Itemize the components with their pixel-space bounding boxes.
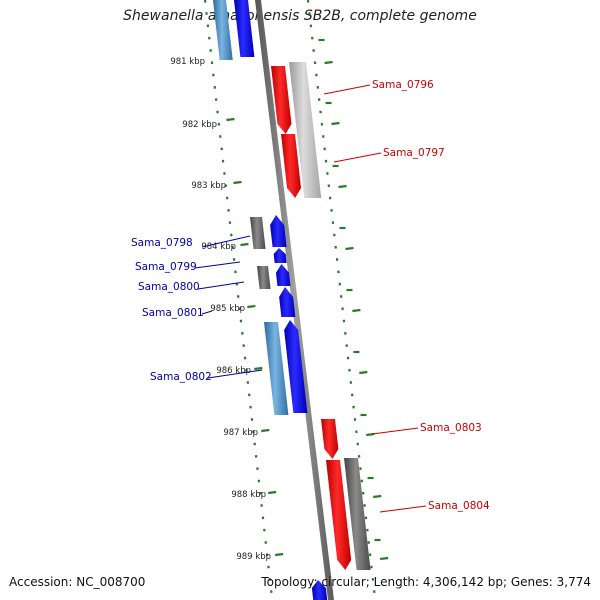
ruler-label: 985 kbp (210, 304, 245, 314)
ruler-major-tick (331, 121, 340, 126)
forward-gene-arrow (271, 66, 292, 134)
ruler-major-tick (261, 428, 270, 433)
gene-label: Sama_0804 (428, 500, 490, 512)
ruler-major-tick (247, 304, 256, 309)
gene-leader-line (379, 505, 427, 513)
gene-label: Sama_0796 (372, 79, 434, 91)
ruler-label: 987 kbp (223, 428, 258, 438)
reverse-gene-arrow (311, 580, 328, 600)
ruler-label: 981 kbp (170, 57, 205, 67)
ruler-major-tick (352, 308, 361, 313)
ruler-major-tick (345, 246, 354, 251)
ruler-major-tick (240, 242, 249, 247)
gene-labels: Sama_0796 Sama_0797 Sama_0798 Sama_0799 Sama… (131, 79, 490, 513)
genome-stats-text: Topology: circular; Length: 4,306,142 bp… (261, 575, 591, 589)
ruler-major-tick (380, 556, 389, 561)
reverse-cds-bar (213, 0, 233, 60)
gene-label: Sama_0799 (135, 261, 197, 273)
reverse-gene-arrow (273, 248, 287, 263)
gene-leader-line (201, 310, 213, 315)
ruler-major-tick (226, 117, 235, 122)
ruler-major-tick (338, 184, 347, 189)
gene-label: Sama_0802 (150, 371, 212, 383)
gene-leader-line (333, 152, 382, 163)
gene-leader-line (194, 261, 241, 269)
gene-label: Sama_0803 (420, 422, 482, 434)
forward-cds-bar (289, 62, 322, 198)
accession-text: Accession: NC_008700 (9, 575, 146, 589)
ruler-label: 983 kbp (191, 181, 226, 191)
ruler-label: 986 kbp (216, 366, 251, 376)
map-title: Shewanella amazonensis SB2B, complete ge… (123, 8, 477, 24)
reverse-gene-arrow (279, 287, 296, 317)
ruler-major-tick (359, 370, 368, 375)
genome-backbone (255, 0, 334, 600)
ruler-major-tick (373, 494, 382, 499)
reverse-gene-bar (234, 0, 255, 57)
ruler-ticks-left (203, 0, 284, 594)
gene-label: Sama_0800 (138, 281, 200, 293)
ruler-ticks-right (306, 0, 389, 594)
ruler-major-tick (268, 490, 277, 495)
forward-gene-arrow (321, 419, 339, 459)
ruler-major-tick (324, 60, 333, 65)
forward-cds-bar (344, 458, 371, 570)
gene-label: Sama_0801 (142, 307, 204, 319)
forward-gene-arrow (326, 460, 352, 570)
gene-leader-line (197, 281, 245, 290)
ruler-label: 982 kbp (182, 120, 217, 130)
reverse-cds-bar (264, 322, 289, 415)
gene-label: Sama_0797 (383, 147, 445, 159)
gene-leader-line (201, 235, 251, 248)
reverse-gene-arrow (270, 215, 287, 247)
ruler-label: 984 kbp (201, 242, 236, 252)
ruler-label: 989 kbp (236, 552, 271, 562)
gene-label: Sama_0798 (131, 237, 193, 249)
reverse-gene-arrow (284, 320, 308, 413)
ruler-major-tick (254, 366, 263, 371)
gene-leader-line (323, 84, 371, 95)
reverse-gene-arrow (275, 264, 291, 286)
ruler-major-tick (233, 180, 242, 185)
reverse-cds-bar (250, 217, 266, 249)
gene-leader-line (207, 369, 263, 379)
ruler-label: 988 kbp (231, 490, 266, 500)
reverse-cds-bar (257, 266, 271, 289)
ruler-major-tick (275, 552, 284, 557)
gene-leader-line (371, 427, 419, 435)
ruler-labels: 981 kbp 982 kbp 983 kbp 984 kbp 985 kbp 986 k… (170, 57, 271, 562)
forward-gene-arrow (281, 134, 302, 198)
